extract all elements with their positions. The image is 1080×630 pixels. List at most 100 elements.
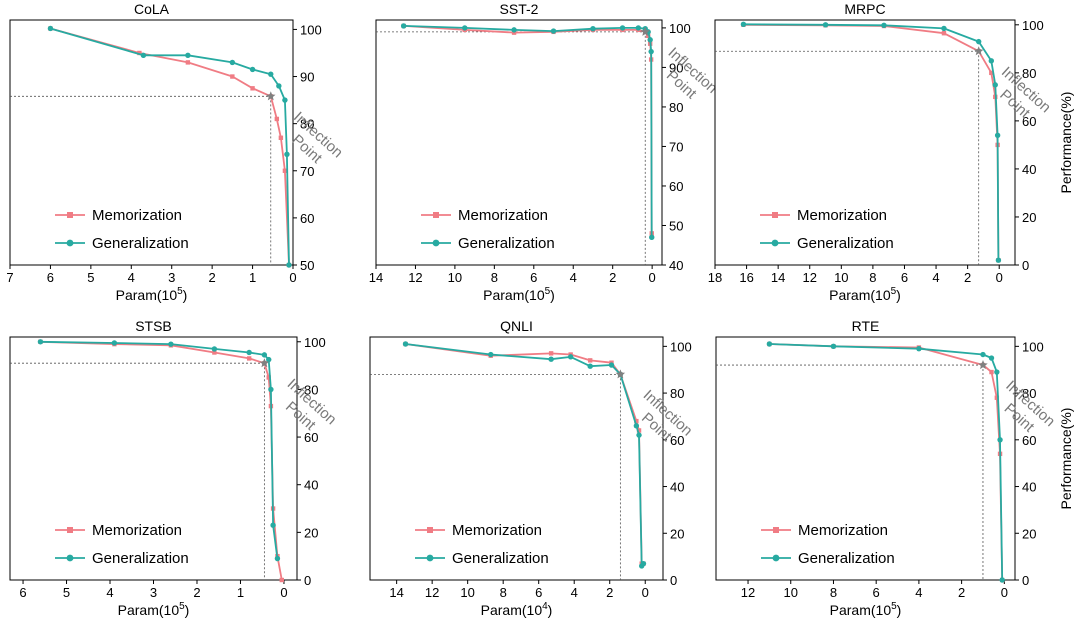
x-axis-label: Param(105) xyxy=(118,601,190,618)
legend: Memorization Generalization xyxy=(760,207,894,252)
data-point xyxy=(400,23,407,29)
y-tick-label: 0 xyxy=(304,573,311,588)
y-tick-label: 90 xyxy=(300,70,314,85)
y-tick-label: 60 xyxy=(304,430,318,445)
x-tick-label: 0 xyxy=(280,585,287,600)
y-tick-label: 60 xyxy=(1022,114,1036,129)
data-point xyxy=(140,52,147,59)
x-axis-label: Param(105) xyxy=(116,286,188,303)
legend: Memorization Generalization xyxy=(421,207,555,252)
y-tick-label: 40 xyxy=(1022,480,1036,495)
data-point xyxy=(989,369,994,375)
data-point xyxy=(608,362,615,368)
data-point xyxy=(266,356,272,363)
x-tick-label: 6 xyxy=(535,585,542,600)
data-point xyxy=(649,234,655,241)
data-point xyxy=(994,369,1000,375)
legend-entry-memorization: Memorization xyxy=(760,207,887,224)
y-tick-label: 80 xyxy=(1022,66,1036,81)
series-memorization xyxy=(767,341,1005,583)
y-tick-label: 100 xyxy=(670,339,692,354)
x-tick-label: 12 xyxy=(408,270,422,285)
legend-label: Memorization xyxy=(452,522,542,539)
x-tick-label: 8 xyxy=(491,270,498,285)
data-point xyxy=(587,358,593,363)
legend: Memorization Generalization xyxy=(55,522,189,567)
chart-title: QNLI xyxy=(500,318,533,334)
data-point xyxy=(590,25,596,32)
chart-title: SST-2 xyxy=(500,1,539,17)
x-tick-label: 10 xyxy=(834,270,848,285)
legend-swatch-marker xyxy=(433,212,439,218)
legend-entry-generalization: Generalization xyxy=(761,550,895,567)
y-tick-label: 80 xyxy=(304,382,318,397)
data-point xyxy=(266,375,271,380)
x-axis-label-exponent: 5 xyxy=(891,601,897,612)
y-tick-label: 20 xyxy=(1022,210,1036,225)
x-axis-label-exponent: 5 xyxy=(891,286,897,297)
x-axis-label: Param(105) xyxy=(829,286,901,303)
legend-entry-generalization: Generalization xyxy=(421,235,555,252)
x-axis-label-base: Param(10 xyxy=(829,287,891,303)
y-axis-label: Performance(%) xyxy=(1058,92,1074,194)
data-point xyxy=(992,82,998,88)
y-tick-label: 100 xyxy=(300,22,322,37)
x-tick-label: 6 xyxy=(530,270,537,285)
legend-swatch-marker xyxy=(426,554,434,562)
x-tick-label: 0 xyxy=(289,270,296,285)
data-point xyxy=(511,30,517,35)
data-point xyxy=(740,21,747,28)
series-generalization xyxy=(400,23,655,241)
x-tick-label: 8 xyxy=(830,585,837,600)
x-tick-label: 2 xyxy=(209,270,216,285)
data-point xyxy=(988,58,995,64)
plot-frame xyxy=(369,336,664,581)
plot-frame xyxy=(715,336,1016,581)
chart-title: CoLA xyxy=(134,1,170,17)
data-point xyxy=(640,560,647,567)
x-axis-label-exponent: 5 xyxy=(179,601,185,612)
inflection-star-icon xyxy=(266,91,276,101)
x-tick-label: 6 xyxy=(19,585,26,600)
inflection-star-icon xyxy=(973,46,984,56)
legend-swatch-marker xyxy=(432,239,440,247)
y-tick-label: 70 xyxy=(669,139,683,154)
y-axis-label: Performance(%) xyxy=(1058,408,1074,510)
data-point xyxy=(270,522,276,528)
plot-frame xyxy=(714,19,1016,266)
legend-label: Generalization xyxy=(452,550,549,567)
data-point xyxy=(941,31,947,36)
y-tick-label: 70 xyxy=(300,164,314,179)
data-point xyxy=(261,352,268,358)
series-line xyxy=(403,25,653,234)
y-tick-label: 20 xyxy=(304,525,318,540)
y-tick-label: 40 xyxy=(1022,162,1036,177)
x-tick-label: 4 xyxy=(570,270,577,285)
data-point xyxy=(766,341,773,347)
y-tick-label: 100 xyxy=(1022,339,1044,354)
legend-entry-generalization: Generalization xyxy=(55,550,189,567)
inflection-star-icon xyxy=(978,360,988,370)
x-axis-label-exponent: 4 xyxy=(542,601,548,612)
inflection-annotation: InflectionPoint xyxy=(653,44,721,110)
x-axis-label-base: Param(10 xyxy=(481,602,543,618)
y-tick-label: 80 xyxy=(669,100,683,115)
data-point xyxy=(550,28,557,34)
legend-entry-generalization: Generalization xyxy=(415,550,549,567)
series-generalization xyxy=(47,25,292,268)
data-point xyxy=(994,132,1001,138)
legend-swatch-marker xyxy=(771,239,779,247)
x-tick-label: 4 xyxy=(128,270,135,285)
x-tick-label: 5 xyxy=(63,585,70,600)
series-line xyxy=(40,340,279,559)
data-point xyxy=(211,346,218,352)
legend-swatch-marker xyxy=(67,527,73,533)
x-tick-label: 0 xyxy=(649,270,656,285)
legend-label: Memorization xyxy=(797,207,887,224)
data-point xyxy=(822,22,829,28)
data-point xyxy=(37,339,44,345)
y-tick-label: 90 xyxy=(669,60,683,75)
y-tick-label: 100 xyxy=(304,335,326,350)
